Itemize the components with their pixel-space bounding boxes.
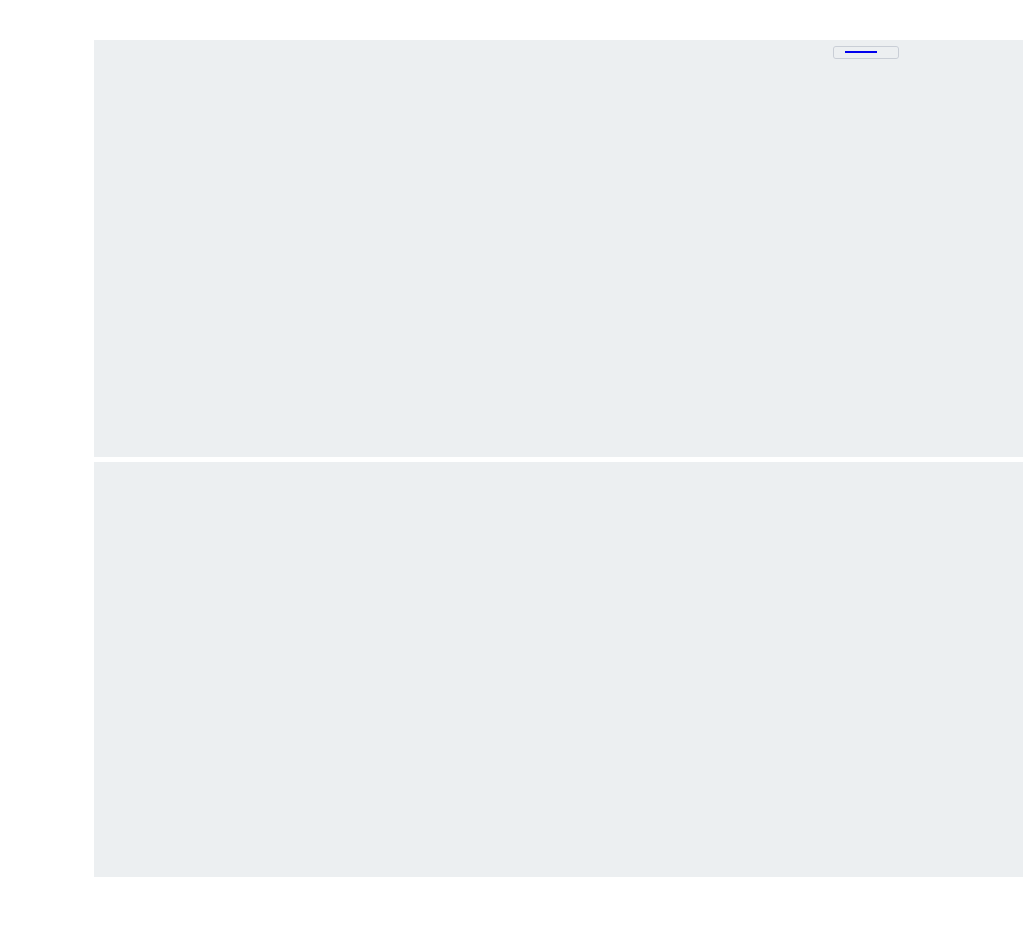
- bottom-plot-area: [94, 462, 1023, 877]
- legend: [833, 46, 899, 59]
- legend-line-icon: [845, 51, 877, 53]
- top-plot-area: [94, 40, 1023, 457]
